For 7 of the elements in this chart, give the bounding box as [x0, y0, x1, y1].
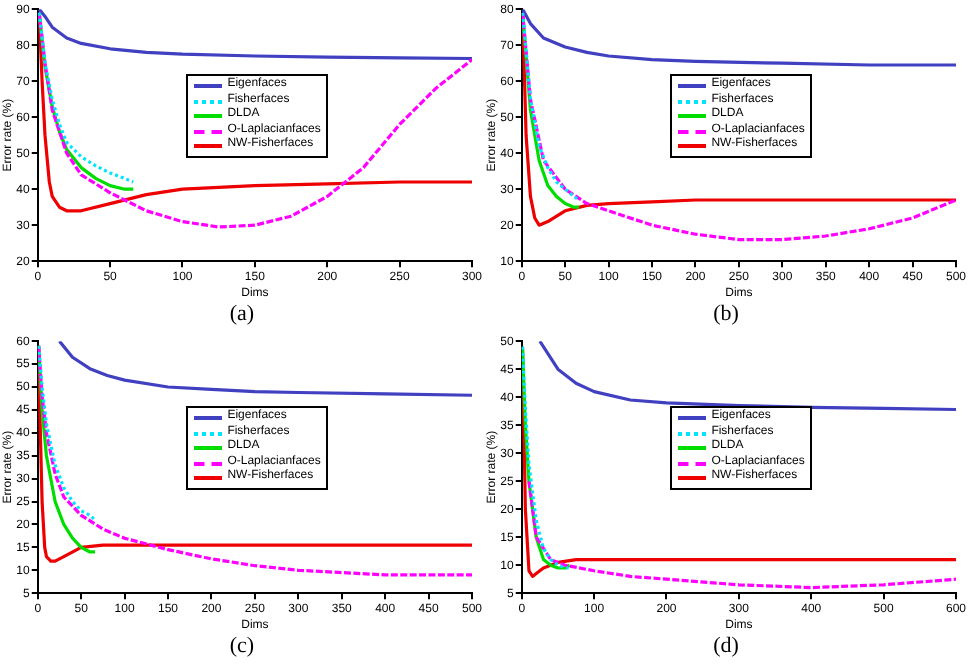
text: (b): [711, 300, 741, 328]
text: (d): [711, 632, 741, 660]
text: (a): [227, 300, 257, 328]
text: (c): [227, 632, 257, 660]
line-series: [521, 345, 572, 570]
line-series: [37, 344, 97, 522]
line-series: [527, 479, 956, 590]
